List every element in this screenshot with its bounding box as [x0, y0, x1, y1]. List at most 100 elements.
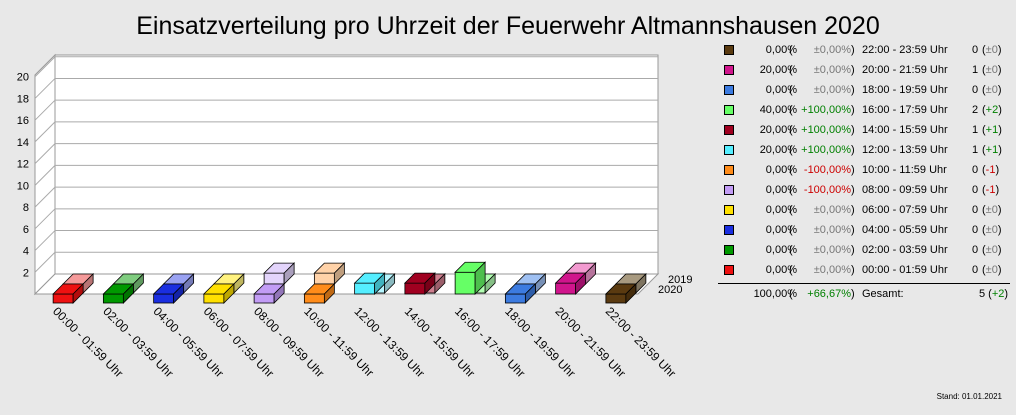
legend-paren: )	[851, 244, 855, 256]
bar-2020	[102, 293, 124, 304]
bar-2019-side	[283, 262, 295, 285]
legend-diff-wrap: (±0)	[982, 44, 1002, 56]
legend-paren: (	[789, 244, 793, 256]
legend-row: 0,00%(±0,00%) 06:00 - 07:59 Uhr 0 (±0)	[718, 200, 1014, 220]
legend-paren: )	[851, 84, 855, 96]
legend-change: ±0,00%	[813, 84, 851, 96]
y-tick-label: 6	[23, 224, 29, 236]
legend-percent: 0,00%	[765, 264, 797, 276]
legend-change: -100,00%	[803, 184, 851, 196]
legend-paren: (	[789, 164, 793, 176]
legend-percent: 0,00%	[765, 184, 797, 196]
bar-2020-side	[173, 283, 185, 304]
legend-paren: )	[851, 104, 855, 116]
legend-paren: (	[789, 144, 793, 156]
legend-paren: )	[851, 288, 855, 300]
legend-change: ±0,00%	[813, 64, 851, 76]
legend-swatch	[724, 205, 734, 215]
legend-diff-wrap: (-1)	[982, 184, 1000, 196]
bar-2020	[454, 271, 476, 295]
legend-total-row: 100,00%(+66,67%) Gesamt: 5 (+2)	[718, 284, 1014, 304]
legend-paren: )	[851, 44, 855, 56]
bar-2020-side	[424, 272, 436, 295]
legend-change: ±0,00%	[813, 244, 851, 256]
legend-range: 20:00 - 21:59 Uhr	[862, 64, 948, 76]
legend-change: +100,00%	[801, 124, 851, 136]
legend-change: -100,00%	[803, 164, 851, 176]
gridline-side	[34, 121, 56, 143]
bar-2020-side	[524, 283, 536, 304]
gridline-side	[34, 230, 56, 251]
legend-diff-wrap: (+2)	[982, 104, 1002, 116]
legend-diff-wrap: (±0)	[982, 264, 1002, 276]
y-tick-label: 16	[17, 115, 29, 127]
legend-range: 10:00 - 11:59 Uhr	[862, 164, 947, 176]
legend-total-count: 5	[979, 288, 986, 300]
bar-2020-side	[575, 272, 587, 295]
legend-range: 00:00 - 01:59 Uhr	[862, 264, 948, 276]
legend-row: 0,00%(±0,00%) 18:00 - 19:59 Uhr 0 (±0)	[718, 80, 1014, 100]
legend-total-count-wrap: 5 (+2)	[979, 288, 1009, 300]
legend-percent: 40,00%	[759, 104, 797, 116]
legend-diff-wrap: (+1)	[982, 124, 1002, 136]
bar-2019-side	[384, 273, 396, 294]
legend-paren: (	[789, 204, 793, 216]
bar-2020-side	[122, 283, 134, 304]
bar-2019	[263, 272, 285, 285]
legend-row: 0,00%(±0,00%) 22:00 - 23:59 Uhr 0 (±0)	[718, 40, 1014, 60]
y-tick-label: 2	[23, 267, 29, 279]
legend-diff: ±0	[985, 84, 998, 96]
legend-count: 0	[972, 204, 979, 216]
legend-paren: (	[789, 104, 793, 116]
legend-diff: +1	[985, 124, 999, 136]
legend-swatch	[724, 65, 734, 75]
legend-range: 12:00 - 13:59 Uhr	[862, 144, 948, 156]
legend-paren: (	[789, 288, 793, 300]
legend-row: 20,00%(±0,00%) 20:00 - 21:59 Uhr 1 (±0)	[718, 60, 1014, 80]
legend-paren: )	[851, 164, 855, 176]
legend-paren: )	[851, 144, 855, 156]
legend-percent: 0,00%	[765, 204, 797, 216]
series-label: 2019	[668, 274, 692, 286]
legend-diff: ±0	[985, 204, 998, 216]
bar-2019-side	[434, 273, 446, 294]
gridline-side	[34, 78, 56, 99]
legend-swatch	[724, 225, 734, 235]
legend-range: 04:00 - 05:59 Uhr	[862, 224, 948, 236]
y-tick-label: 12	[17, 159, 29, 171]
gridline-side	[34, 208, 56, 230]
legend-count: 1	[972, 124, 979, 136]
legend-count: 0	[972, 224, 979, 236]
legend-range: 14:00 - 15:59 Uhr	[862, 124, 948, 136]
legend-diff: +2	[985, 104, 999, 116]
legend-range: 02:00 - 03:59 Uhr	[862, 244, 948, 256]
bar-2020	[303, 293, 325, 304]
gridline-side	[34, 251, 56, 273]
legend-row: 20,00%(+100,00%) 14:00 - 15:59 Uhr 1 (+1)	[718, 120, 1014, 140]
bar-2020	[555, 282, 577, 295]
gridline-side	[34, 99, 56, 121]
legend-diff: ±0	[985, 264, 998, 276]
bar-2019-side	[333, 262, 345, 285]
legend-change: ±0,00%	[813, 264, 851, 276]
legend-diff-wrap: (±0)	[982, 244, 1002, 256]
legend-percent: 0,00%	[765, 244, 797, 256]
legend-percent: 20,00%	[759, 144, 797, 156]
bar-2019-side	[484, 273, 496, 294]
legend-paren: (	[789, 184, 793, 196]
legend-range: 08:00 - 09:59 Uhr	[862, 184, 948, 196]
legend-change: +100,00%	[801, 144, 851, 156]
y-tick-label: 10	[17, 180, 29, 192]
legend-paren: )	[851, 264, 855, 276]
legend-range: 22:00 - 23:59 Uhr	[862, 44, 948, 56]
legend-diff-wrap: (±0)	[982, 64, 1002, 76]
legend-swatch	[724, 185, 734, 195]
legend-range: 16:00 - 17:59 Uhr	[862, 104, 948, 116]
bar-2020-side	[474, 261, 486, 295]
legend-percent: 20,00%	[759, 124, 797, 136]
side-wall	[34, 53, 56, 296]
legend-percent: 0,00%	[765, 164, 797, 176]
legend-paren: (	[789, 44, 793, 56]
legend-change: ±0,00%	[813, 204, 851, 216]
legend-swatch	[724, 85, 734, 95]
